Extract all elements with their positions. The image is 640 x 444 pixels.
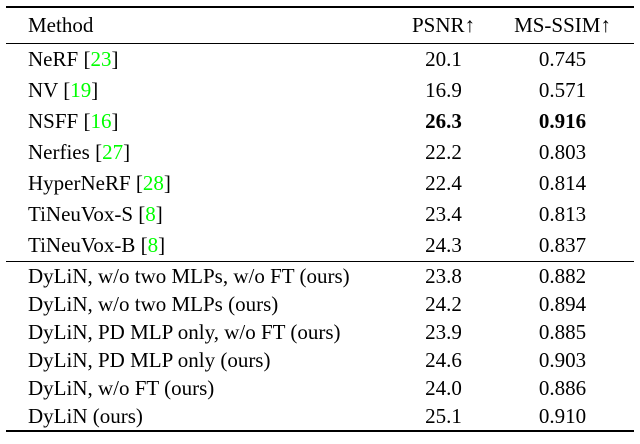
psnr-cell: 16.9 <box>425 78 462 102</box>
method-name: DyLiN, PD MLP only (ours) <box>28 347 271 372</box>
citation: [28] <box>130 171 171 195</box>
psnr-cell: 26.3 <box>425 109 462 133</box>
method-cell: Nerfies [27] <box>6 137 396 168</box>
method-cell: NSFF [16] <box>6 106 396 137</box>
psnr-cell: 22.2 <box>425 140 462 164</box>
table-row: Nerfies [27] 22.2 0.803 <box>6 137 634 168</box>
msssim-cell: 0.571 <box>538 78 587 102</box>
msssim-cell: 0.885 <box>538 319 587 344</box>
citation-number: 19 <box>70 78 92 102</box>
table-row: DyLiN, PD MLP only (ours) [] 24.6 0.903 <box>6 346 634 374</box>
method-name: DyLiN (ours) <box>28 403 143 428</box>
method-name: NeRF <box>28 47 79 71</box>
method-name: NSFF <box>28 109 79 133</box>
msssim-cell: 0.903 <box>538 347 587 372</box>
table-row: NV [19] 16.9 0.571 <box>6 75 634 106</box>
table-row: DyLiN, PD MLP only, w/o FT (ours) [] 23.… <box>6 318 634 346</box>
table-row: NSFF [16] 26.3 0.916 <box>6 106 634 137</box>
msssim-cell: 0.886 <box>538 375 587 400</box>
psnr-cell: 24.6 <box>425 347 462 372</box>
method-cell: TiNeuVox-B [8] <box>6 230 396 262</box>
table-row: NeRF [23] 20.1 0.745 <box>6 44 634 76</box>
citation-number: 8 <box>145 202 156 226</box>
msssim-cell: 0.894 <box>538 291 587 316</box>
psnr-cell: 23.9 <box>425 319 462 344</box>
psnr-cell: 23.8 <box>425 263 462 288</box>
citation: [8] <box>133 202 163 226</box>
method-name: TiNeuVox-B <box>28 233 136 257</box>
psnr-cell: 20.1 <box>425 47 462 71</box>
table-section-ours: DyLiN, w/o two MLPs, w/o FT (ours) [] 23… <box>6 262 634 432</box>
citation-number: 16 <box>90 109 112 133</box>
method-name: HyperNeRF <box>28 171 131 195</box>
table-row: TiNeuVox-S [8] 23.4 0.813 <box>6 199 634 230</box>
method-cell: NV [19] <box>6 75 396 106</box>
psnr-cell: 24.3 <box>425 233 462 257</box>
msssim-cell: 0.916 <box>538 109 587 133</box>
msssim-cell: 0.803 <box>538 140 587 164</box>
method-cell: NeRF [23] <box>6 44 396 76</box>
msssim-cell: 0.837 <box>538 233 587 257</box>
method-name: DyLiN, w/o two MLPs (ours) <box>28 291 279 316</box>
column-header-msssim: MS-SSIM↑ <box>514 13 611 37</box>
table-header: Method PSNR↑ MS-SSIM↑ <box>6 7 634 44</box>
table-row: TiNeuVox-B [8] 24.3 0.837 <box>6 230 634 262</box>
msssim-cell: 0.745 <box>538 47 587 71</box>
citation: [16] <box>78 109 119 133</box>
table-row: DyLiN, w/o two MLPs, w/o FT (ours) [] 23… <box>6 262 634 291</box>
citation-number: 28 <box>142 171 164 195</box>
method-cell: TiNeuVox-S [8] <box>6 199 396 230</box>
method-cell: DyLiN, PD MLP only (ours) [] <box>6 346 396 374</box>
method-name: DyLiN, w/o two MLPs, w/o FT (ours) <box>28 263 350 288</box>
psnr-cell: 24.2 <box>425 291 462 316</box>
msssim-cell: 0.813 <box>538 202 587 226</box>
citation: [8] <box>135 233 166 257</box>
citation-number: 8 <box>147 233 159 257</box>
msssim-cell: 0.882 <box>538 263 587 288</box>
table-row: DyLiN (ours) [] 25.1 0.910 <box>6 402 634 431</box>
citation-number: 27 <box>102 140 124 164</box>
method-cell: DyLiN, w/o FT (ours) [] <box>6 374 396 402</box>
method-cell: DyLiN, w/o two MLPs, w/o FT (ours) [] <box>6 262 396 291</box>
table-row: DyLiN, w/o two MLPs (ours) [] 24.2 0.894 <box>6 290 634 318</box>
psnr-cell: 24.0 <box>425 375 462 400</box>
msssim-cell: 0.910 <box>538 403 587 428</box>
psnr-cell: 23.4 <box>425 202 462 226</box>
column-header-method: Method <box>28 13 94 37</box>
table-header-row: Method PSNR↑ MS-SSIM↑ <box>6 7 634 44</box>
citation: [19] <box>57 78 99 102</box>
method-cell: DyLiN (ours) [] <box>6 402 396 431</box>
citation: [27] <box>89 140 131 164</box>
table-row: HyperNeRF [28] 22.4 0.814 <box>6 168 634 199</box>
method-name: Nerfies <box>28 140 90 164</box>
citation: [23] <box>78 47 119 71</box>
msssim-cell: 0.814 <box>538 171 587 195</box>
method-cell: DyLiN, w/o two MLPs (ours) [] <box>6 290 396 318</box>
psnr-cell: 25.1 <box>425 403 462 428</box>
citation-number: 23 <box>90 47 112 71</box>
method-name: TiNeuVox-S <box>28 202 134 226</box>
method-name: DyLiN, w/o FT (ours) <box>28 375 215 400</box>
method-name: NV <box>28 78 58 102</box>
column-header-psnr: PSNR↑ <box>411 13 476 37</box>
table-section-baselines: NeRF [23] 20.1 0.745 NV [19] 16.9 0.571 … <box>6 44 634 262</box>
method-cell: HyperNeRF [28] <box>6 168 396 199</box>
psnr-cell: 22.4 <box>425 171 462 195</box>
method-cell: DyLiN, PD MLP only, w/o FT (ours) [] <box>6 318 396 346</box>
results-table: Method PSNR↑ MS-SSIM↑ NeRF [23] 20.1 0.7… <box>6 6 634 432</box>
method-name: DyLiN, PD MLP only, w/o FT (ours) <box>28 319 341 344</box>
table-row: DyLiN, w/o FT (ours) [] 24.0 0.886 <box>6 374 634 402</box>
